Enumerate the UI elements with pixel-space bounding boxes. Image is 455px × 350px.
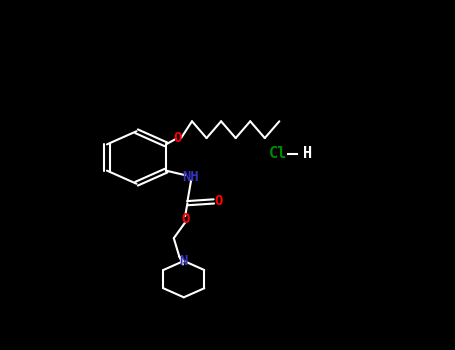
Text: Cl: Cl xyxy=(268,147,287,161)
Text: N: N xyxy=(180,254,188,268)
Text: NH: NH xyxy=(183,170,199,184)
Text: O: O xyxy=(173,131,182,145)
Text: H: H xyxy=(303,147,312,161)
Text: O: O xyxy=(181,212,189,226)
Text: O: O xyxy=(214,194,222,208)
